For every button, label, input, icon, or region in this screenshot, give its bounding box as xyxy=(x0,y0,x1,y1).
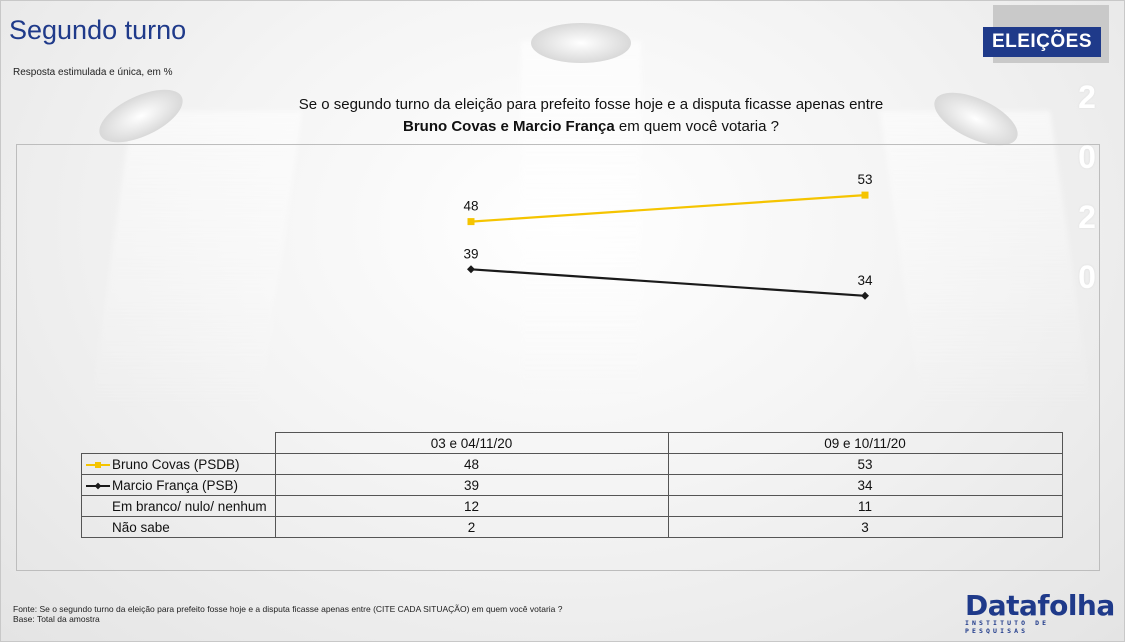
lamp-center xyxy=(531,23,631,63)
row-label-text: Marcio França (PSB) xyxy=(112,477,239,493)
data-point xyxy=(861,191,869,199)
logo-name: Datafolha xyxy=(965,589,1115,622)
footer-base: Base: Total da amostra xyxy=(13,614,100,624)
spotlight-center xyxy=(521,41,641,401)
legend-key-empty xyxy=(86,502,110,512)
year-digit: 2 xyxy=(1078,199,1096,235)
page-title: Segundo turno xyxy=(9,15,187,45)
table-cell: 2 xyxy=(274,516,669,538)
table-cell: 3 xyxy=(667,516,1063,538)
legend-key-empty xyxy=(86,523,110,533)
row-label: Bruno Covas (PSDB) xyxy=(81,453,276,475)
question-line-2: Bruno Covas e Marcio França em quem você… xyxy=(231,116,951,138)
series-line xyxy=(470,268,866,297)
datafolha-logo: Datafolha INSTITUTO DE PESQUISAS xyxy=(965,589,1115,636)
data-point xyxy=(861,291,869,300)
year-digit: 0 xyxy=(1078,259,1096,295)
footer-notes: Fonte: Se o segundo turno da eleição par… xyxy=(13,604,563,624)
table-cell: 39 xyxy=(274,474,669,496)
logo-tagline: INSTITUTO DE PESQUISAS xyxy=(965,619,1050,635)
year-vertical: 2 0 2 0 xyxy=(1067,67,1107,307)
row-label-text: Bruno Covas (PSDB) xyxy=(112,456,240,472)
data-table: 03 e 04/11/20 09 e 10/11/20 Bruno Covas … xyxy=(81,432,1063,538)
data-label: 48 xyxy=(463,199,478,214)
table-row: Em branco/ nulo/ nenhum 12 11 xyxy=(81,495,1063,517)
table-row: Não sabe 2 3 xyxy=(81,516,1063,538)
table-cell: 11 xyxy=(667,495,1063,517)
page-subtitle: Resposta estimulada e única, em % xyxy=(13,67,173,78)
table-cell: 34 xyxy=(667,474,1063,496)
row-label-text: Em branco/ nulo/ nenhum xyxy=(112,498,267,514)
year-digit: 0 xyxy=(1078,139,1096,175)
table-corner xyxy=(81,432,276,454)
row-label: Não sabe xyxy=(81,516,276,538)
table-row: Marcio França (PSB) 39 34 xyxy=(81,474,1063,496)
row-label: Marcio França (PSB) xyxy=(81,474,276,496)
survey-question: Se o segundo turno da eleição para prefe… xyxy=(231,94,951,138)
question-tail: em quem você votaria ? xyxy=(614,118,779,135)
year-digit: 2 xyxy=(1078,79,1096,115)
footer-source: Fonte: Se o segundo turno da eleição par… xyxy=(13,604,563,614)
data-point xyxy=(467,218,475,226)
column-header: 09 e 10/11/20 xyxy=(667,432,1063,454)
row-label-text: Não sabe xyxy=(112,519,170,535)
elections-badge: ELEIÇÕES xyxy=(983,27,1101,57)
column-header: 03 e 04/11/20 xyxy=(274,432,669,454)
data-label: 53 xyxy=(857,172,872,187)
table-cell: 12 xyxy=(274,495,669,517)
series-line xyxy=(470,194,866,223)
table-cell: 53 xyxy=(667,453,1063,475)
data-point xyxy=(467,265,475,274)
table-row: Bruno Covas (PSDB) 48 53 xyxy=(81,453,1063,475)
data-label: 39 xyxy=(463,246,478,261)
table-header-row: 03 e 04/11/20 09 e 10/11/20 xyxy=(81,432,1063,454)
question-candidates: Bruno Covas e Marcio França xyxy=(403,118,615,135)
legend-key-black xyxy=(86,481,110,491)
table-cell: 48 xyxy=(274,453,669,475)
question-line-1: Se o segundo turno da eleição para prefe… xyxy=(298,96,884,113)
row-label: Em branco/ nulo/ nenhum xyxy=(81,495,276,517)
data-label: 34 xyxy=(857,273,873,288)
legend-key-yellow xyxy=(86,460,110,470)
chart-frame xyxy=(16,144,1100,571)
